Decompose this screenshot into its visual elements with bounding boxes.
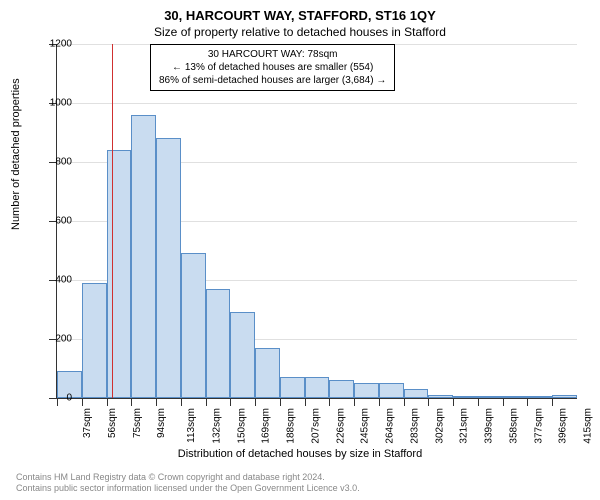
x-tick-label: 339sqm — [484, 408, 495, 444]
x-tick — [527, 398, 528, 406]
bar — [131, 115, 156, 398]
x-tick — [453, 398, 454, 406]
x-tick — [131, 398, 132, 406]
bar — [379, 383, 404, 398]
x-tick — [428, 398, 429, 406]
plot-area — [56, 44, 577, 399]
x-tick — [255, 398, 256, 406]
x-tick-label: 56sqm — [107, 408, 118, 438]
x-tick-label: 264sqm — [385, 408, 396, 444]
x-tick-label: 283sqm — [409, 408, 420, 444]
footer-line1: Contains HM Land Registry data © Crown c… — [16, 472, 360, 484]
x-tick — [478, 398, 479, 406]
x-tick-label: 169sqm — [261, 408, 272, 444]
chart-title: 30, HARCOURT WAY, STAFFORD, ST16 1QY — [0, 0, 600, 23]
y-axis-title: Number of detached properties — [10, 78, 22, 230]
x-tick-label: 132sqm — [211, 408, 222, 444]
x-tick — [230, 398, 231, 406]
y-tick-label: 600 — [42, 216, 72, 227]
x-tick — [503, 398, 504, 406]
x-tick — [280, 398, 281, 406]
annotation-line2: ← 13% of detached houses are smaller (55… — [159, 61, 386, 74]
x-axis-title: Distribution of detached houses by size … — [0, 448, 600, 460]
y-tick-label: 200 — [42, 334, 72, 345]
x-tick — [107, 398, 108, 406]
x-tick — [552, 398, 553, 406]
x-tick-label: 226sqm — [335, 408, 346, 444]
x-tick-label: 358sqm — [509, 408, 520, 444]
bar — [404, 389, 429, 398]
annotation-line1: 30 HARCOURT WAY: 78sqm — [159, 48, 386, 61]
x-tick — [354, 398, 355, 406]
x-tick-label: 188sqm — [286, 408, 297, 444]
y-tick-label: 1000 — [42, 98, 72, 109]
x-tick-label: 321sqm — [459, 408, 470, 444]
x-tick-label: 302sqm — [434, 408, 445, 444]
marker-line — [112, 44, 113, 398]
bar — [478, 396, 503, 398]
bar — [354, 383, 379, 398]
x-tick-label: 245sqm — [360, 408, 371, 444]
bar — [230, 312, 255, 398]
bar — [255, 348, 280, 398]
x-tick — [305, 398, 306, 406]
bar — [453, 396, 478, 398]
annotation-line3: 86% of semi-detached houses are larger (… — [159, 74, 386, 87]
bar — [428, 395, 453, 398]
bar — [527, 396, 552, 398]
bar — [552, 395, 577, 398]
chart-subtitle: Size of property relative to detached ho… — [0, 23, 600, 39]
x-tick — [379, 398, 380, 406]
x-tick — [181, 398, 182, 406]
y-tick-label: 400 — [42, 275, 72, 286]
footer-line2: Contains public sector information licen… — [16, 483, 360, 495]
bar — [329, 380, 354, 398]
bar — [206, 289, 231, 398]
x-tick — [156, 398, 157, 406]
x-tick-label: 377sqm — [533, 408, 544, 444]
chart-container: 30, HARCOURT WAY, STAFFORD, ST16 1QY Siz… — [0, 0, 600, 500]
y-tick-label: 1200 — [42, 39, 72, 50]
x-tick-label: 113sqm — [186, 408, 197, 443]
x-tick — [329, 398, 330, 406]
x-tick-label: 396sqm — [558, 408, 569, 444]
annotation-box: 30 HARCOURT WAY: 78sqm ← 13% of detached… — [150, 44, 395, 91]
bar — [156, 138, 181, 398]
gridline — [57, 103, 577, 104]
x-tick-label: 37sqm — [82, 408, 93, 438]
x-tick — [206, 398, 207, 406]
x-tick — [82, 398, 83, 406]
bar — [82, 283, 107, 398]
x-tick-label: 75sqm — [132, 408, 143, 438]
x-tick-label: 94sqm — [156, 408, 167, 438]
bar — [305, 377, 330, 398]
y-tick-label: 0 — [42, 393, 72, 404]
x-tick-label: 207sqm — [310, 408, 321, 444]
bar — [107, 150, 132, 398]
bar — [181, 253, 206, 398]
x-tick-label: 415sqm — [583, 408, 594, 444]
x-tick — [404, 398, 405, 406]
y-tick-label: 800 — [42, 157, 72, 168]
bar — [280, 377, 305, 398]
x-tick-label: 150sqm — [236, 408, 247, 444]
footer: Contains HM Land Registry data © Crown c… — [16, 472, 360, 495]
bar — [503, 396, 528, 398]
